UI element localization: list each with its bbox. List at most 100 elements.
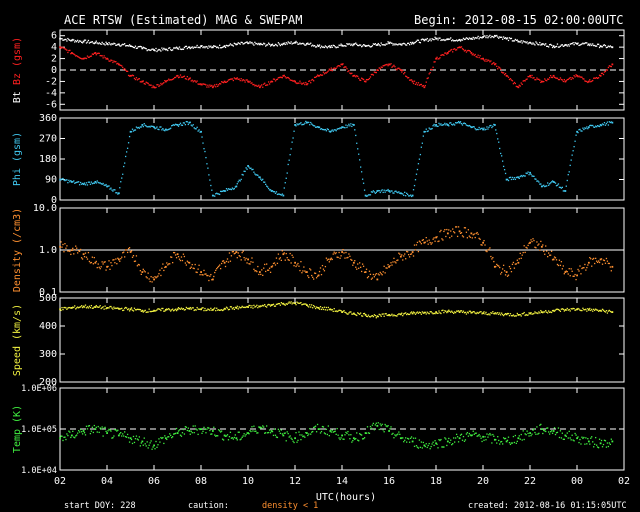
data-trail-point bbox=[320, 273, 323, 276]
data-trail-point bbox=[585, 80, 587, 82]
data-point bbox=[294, 41, 296, 44]
data-trail-point bbox=[78, 431, 81, 433]
data-trail-point bbox=[579, 265, 581, 267]
data-trail-point bbox=[606, 312, 609, 314]
data-trail-point bbox=[195, 46, 197, 48]
data-trail-point bbox=[439, 37, 441, 39]
data-point bbox=[411, 41, 414, 44]
data-trail-point bbox=[199, 274, 201, 276]
data-trail-point bbox=[524, 175, 526, 177]
data-trail-point bbox=[440, 39, 442, 42]
data-trail-point bbox=[526, 247, 528, 249]
data-trail-point bbox=[607, 66, 610, 69]
data-trail-point bbox=[143, 270, 145, 272]
data-trail-point bbox=[491, 442, 493, 444]
data-point bbox=[211, 308, 214, 311]
data-trail-point bbox=[234, 306, 236, 309]
data-trail-point bbox=[424, 311, 426, 314]
data-trail-point bbox=[581, 309, 583, 312]
data-trail-point bbox=[563, 45, 565, 47]
data-trail-point bbox=[598, 309, 601, 312]
data-trail-point bbox=[217, 435, 219, 437]
data-point bbox=[388, 430, 390, 432]
data-trail-point bbox=[175, 257, 178, 259]
data-point bbox=[552, 180, 555, 183]
data-trail-point bbox=[507, 274, 510, 276]
data-trail-point bbox=[115, 258, 117, 260]
data-point bbox=[576, 74, 578, 77]
data-trail-point bbox=[292, 80, 294, 82]
data-trail-point bbox=[230, 306, 233, 308]
data-trail-point bbox=[407, 437, 409, 440]
data-trail-point bbox=[219, 82, 221, 85]
data-trail-point bbox=[181, 76, 184, 78]
data-point bbox=[576, 42, 578, 45]
data-trail-point bbox=[426, 130, 428, 133]
data-trail-point bbox=[68, 306, 70, 309]
data-point bbox=[235, 77, 238, 80]
data-trail-point bbox=[61, 246, 63, 248]
data-trail-point bbox=[355, 134, 357, 137]
data-trail-point bbox=[427, 40, 429, 42]
data-trail-point bbox=[559, 264, 562, 267]
data-trail-point bbox=[114, 428, 116, 431]
data-trail-point bbox=[545, 79, 547, 81]
data-trail-point bbox=[293, 441, 295, 444]
data-trail-point bbox=[131, 256, 134, 258]
data-point bbox=[540, 185, 543, 188]
data-trail-point bbox=[481, 127, 483, 129]
data-trail-point bbox=[556, 43, 559, 45]
data-trail-point bbox=[281, 77, 283, 79]
data-trail-point bbox=[193, 127, 195, 129]
data-trail-point bbox=[198, 46, 200, 48]
data-trail-point bbox=[287, 259, 289, 261]
data-trail-point bbox=[504, 72, 507, 75]
data-trail-point bbox=[430, 40, 432, 42]
data-trail-point bbox=[401, 192, 403, 195]
data-trail-point bbox=[580, 309, 582, 312]
data-trail-point bbox=[61, 435, 63, 437]
data-trail-point bbox=[208, 86, 210, 88]
data-trail-point bbox=[74, 437, 76, 439]
data-trail-point bbox=[67, 37, 69, 40]
data-trail-point bbox=[108, 260, 110, 262]
data-trail-point bbox=[115, 307, 117, 309]
data-trail-point bbox=[469, 310, 471, 312]
data-trail-point bbox=[292, 302, 294, 304]
data-trail-point bbox=[292, 440, 294, 442]
data-trail-point bbox=[409, 437, 412, 440]
data-trail-point bbox=[366, 315, 369, 318]
data-trail-point bbox=[604, 440, 607, 442]
data-trail-point bbox=[428, 312, 430, 315]
data-trail-point bbox=[332, 44, 334, 46]
data-trail-point bbox=[422, 441, 424, 444]
data-trail-point bbox=[503, 73, 506, 76]
data-trail-point bbox=[315, 277, 318, 279]
data-trail-point bbox=[134, 45, 137, 47]
data-trail-point bbox=[127, 437, 130, 439]
data-trail-point bbox=[558, 259, 561, 261]
data-trail-point bbox=[584, 443, 586, 445]
data-trail-point bbox=[519, 41, 521, 43]
data-trail-point bbox=[125, 249, 128, 251]
data-trail-point bbox=[587, 81, 589, 84]
data-trail-point bbox=[195, 428, 197, 430]
data-trail-point bbox=[228, 44, 231, 46]
data-trail-point bbox=[299, 434, 301, 436]
data-trail-point bbox=[204, 150, 206, 153]
data-trail-point bbox=[296, 264, 298, 266]
data-trail-point bbox=[295, 432, 297, 434]
data-trail-point bbox=[390, 314, 392, 316]
data-trail-point bbox=[215, 193, 217, 195]
data-trail-point bbox=[441, 446, 443, 448]
data-trail-point bbox=[347, 70, 349, 73]
data-trail-point bbox=[490, 36, 492, 39]
data-trail-point bbox=[487, 37, 489, 39]
data-point bbox=[247, 80, 249, 83]
data-trail-point bbox=[187, 123, 189, 126]
data-trail-point bbox=[382, 191, 384, 194]
data-trail-point bbox=[544, 44, 546, 46]
data-trail-point bbox=[526, 430, 528, 432]
data-trail-point bbox=[292, 256, 294, 258]
data-trail-point bbox=[389, 41, 391, 43]
